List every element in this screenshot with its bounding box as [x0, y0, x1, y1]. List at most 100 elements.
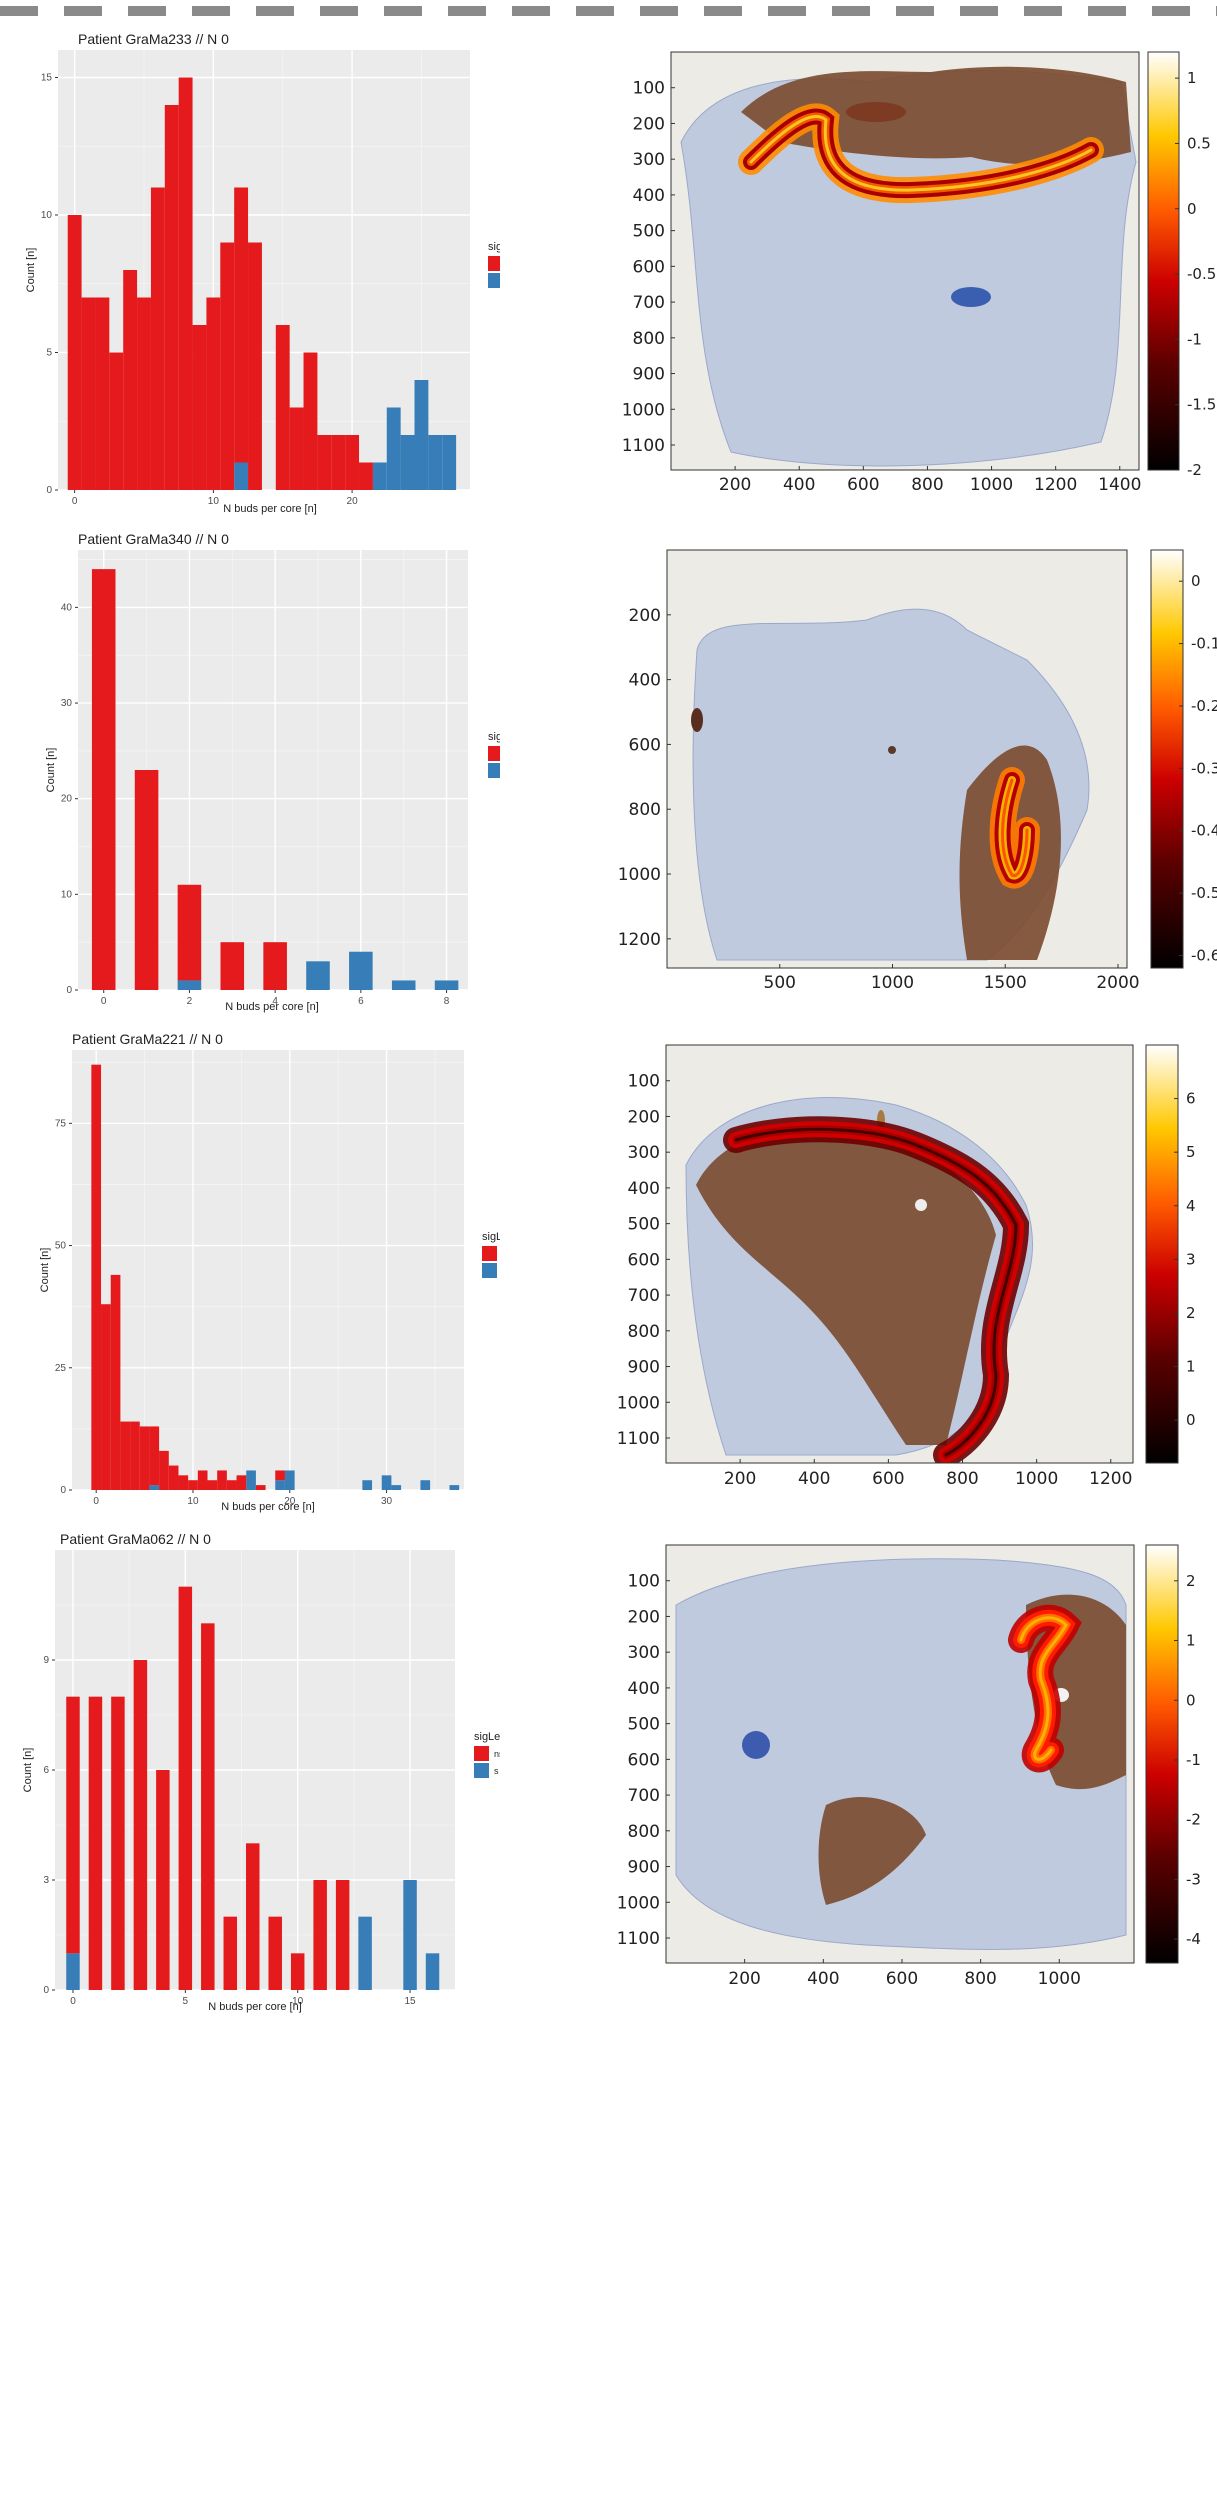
x-axis-label: N buds per core [n] [221, 1501, 315, 1513]
y-tick-label: 1000 [617, 1893, 660, 1913]
bar-ns [317, 435, 332, 490]
chart-title: Patient GraMa062 // N 0 [60, 1531, 211, 1547]
x-tick-label: 15 [404, 1996, 416, 2007]
x-tick-label: 20 [347, 496, 359, 507]
tissue-feature [846, 102, 906, 122]
legend-title: sigLevel [474, 1731, 500, 1743]
bar-ns [81, 297, 96, 490]
y-tick-label: 700 [628, 1786, 660, 1806]
image-frame [670, 51, 1140, 471]
y-axis-label: Count [n] [22, 1748, 34, 1793]
bar-s [381, 1475, 392, 1490]
bar-ns [149, 1426, 160, 1486]
legend-key-ns [474, 1746, 489, 1761]
histogram-chart: Patient GraMa233 // N 0 0 5 10 15 0 10 20 N buds… [25, 31, 500, 515]
y-tick-label: 20 [61, 794, 73, 805]
y-tick-label: 1100 [617, 1429, 660, 1449]
bar-ns [359, 462, 373, 490]
bar-ns [133, 1660, 148, 1990]
bar-s [358, 1916, 372, 1990]
x-tick-label: 600 [847, 475, 879, 495]
legend-label-ns: ns [494, 1749, 500, 1759]
y-tick-label: 400 [633, 186, 665, 206]
heat-band-core [749, 114, 1093, 192]
bar-s [234, 462, 249, 490]
x-tick-label: 6 [358, 996, 364, 1007]
x-tick-label: 1000 [1038, 1969, 1081, 1989]
legend-key-s [482, 1263, 497, 1278]
x-tick-label: 1000 [970, 475, 1013, 495]
y-tick-label: 25 [55, 1363, 67, 1374]
bar-ns [207, 1480, 218, 1490]
bar-ns [223, 1916, 238, 1990]
colorbar [1150, 549, 1184, 969]
y-tick-label: 40 [61, 602, 73, 613]
legend-key-s [488, 763, 500, 778]
y-tick-label: 400 [629, 671, 661, 691]
heatmap-panel: 200 400 600 800 1000 1200 1400 100 200 300 400 500 6… [600, 30, 1217, 530]
dash-segment [960, 6, 998, 16]
bar-ns [255, 1485, 266, 1490]
x-tick-label: 400 [783, 475, 815, 495]
y-tick-label: 1000 [618, 865, 661, 885]
dash-segment [640, 6, 678, 16]
colorbar [1147, 51, 1180, 471]
dash-segment [1152, 6, 1190, 16]
x-tick-label: 10 [208, 496, 220, 507]
y-tick-label: 500 [628, 1215, 660, 1235]
bar-ns [201, 1623, 215, 1990]
y-tick-label: 600 [629, 735, 661, 755]
y-axis-label: Count [n] [39, 1248, 51, 1293]
x-tick-label: 400 [807, 1969, 839, 1989]
bar-ns [110, 1274, 121, 1490]
y-tick-label: 0 [43, 1985, 49, 1996]
colorbar-tick-label: -0.1 [1191, 635, 1217, 653]
x-tick-label: 2 [187, 996, 193, 1007]
heat-band-core [1019, 1616, 1068, 1761]
y-tick-label: 0 [46, 485, 52, 496]
bar-ns [150, 187, 165, 490]
heatmap-chart: 200 400 600 800 1000 1200 100 200 300 400 500 600 70… [617, 1044, 1196, 1489]
bar-ns [290, 1953, 305, 1990]
bar-ns [159, 1450, 169, 1490]
x-tick-label: 1500 [984, 973, 1027, 993]
dash-segment [768, 6, 806, 16]
y-tick-label: 3 [43, 1875, 49, 1886]
bar-ns [234, 187, 249, 463]
heatmap-chart: 200 400 600 800 1000 100 200 300 400 500 600 700 800… [617, 1544, 1201, 1989]
bar-s [246, 1470, 256, 1490]
tissue-feature [951, 287, 991, 307]
bar-s [400, 435, 415, 490]
bar-ns [178, 1586, 193, 1990]
chart-title: Patient GraMa221 // N 0 [72, 1031, 223, 1047]
colorbar-tick-label: 1 [1186, 1632, 1196, 1650]
bar-ns [275, 325, 290, 490]
heatmap-panel: 200 400 600 800 1000 100 200 300 400 500 600 700 800… [600, 1530, 1217, 2030]
legend-key-s [488, 273, 500, 288]
bar-ns [331, 435, 346, 490]
dash-segment [64, 6, 102, 16]
bar-ns [164, 105, 179, 490]
bar-s [349, 951, 373, 990]
bar-ns [67, 215, 82, 490]
bar-ns [236, 1475, 247, 1490]
bar-ns [220, 942, 245, 990]
x-tick-label: 0 [101, 996, 107, 1007]
bar-ns [206, 297, 221, 490]
bar-ns [111, 1696, 125, 1990]
bar-ns [192, 325, 207, 490]
heatmap-panel: 200 400 600 800 1000 1200 100 200 300 400 500 600 70… [600, 1030, 1217, 1530]
x-tick-label: 10 [187, 1496, 199, 1507]
bar-ns [178, 1475, 189, 1490]
x-axis-label: N buds per core [n] [225, 1001, 319, 1013]
bar-ns [156, 1770, 170, 1990]
y-tick-label: 900 [628, 1858, 660, 1878]
legend-key-s [474, 1763, 489, 1778]
legend-title: sigLevel [482, 1231, 500, 1243]
bar-ns [139, 1426, 150, 1490]
x-tick-label: 10 [292, 1996, 304, 2007]
colorbar-tick-label: -0.6 [1191, 947, 1217, 965]
y-tick-label: 0 [66, 985, 72, 996]
y-tick-label: 200 [628, 1107, 660, 1127]
y-tick-label: 500 [628, 1715, 660, 1735]
